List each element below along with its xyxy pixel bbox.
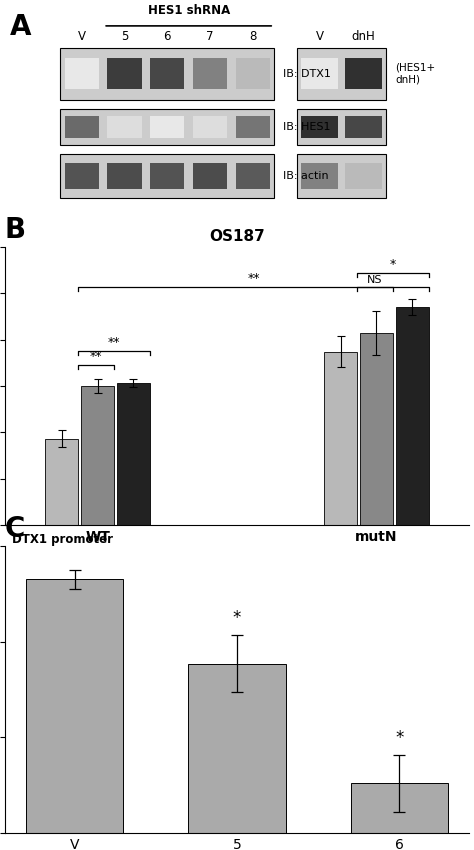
- Bar: [324, 352, 357, 525]
- Bar: [236, 116, 270, 138]
- Bar: [108, 58, 142, 89]
- Bar: [150, 163, 184, 189]
- Text: IB: actin: IB: actin: [283, 171, 329, 181]
- Text: 6: 6: [164, 31, 171, 43]
- Text: C: C: [5, 515, 25, 543]
- Bar: [236, 163, 270, 189]
- Bar: [297, 154, 386, 198]
- Bar: [301, 58, 338, 89]
- Bar: [193, 58, 227, 89]
- Text: B: B: [5, 216, 26, 244]
- Bar: [108, 163, 142, 189]
- Bar: [345, 163, 382, 189]
- Text: **: **: [108, 336, 120, 348]
- Text: dnH: dnH: [352, 31, 375, 43]
- Bar: [301, 163, 338, 189]
- Bar: [26, 580, 123, 833]
- Bar: [65, 116, 99, 138]
- Bar: [150, 116, 184, 138]
- Text: **: **: [90, 349, 102, 363]
- Text: V: V: [316, 31, 323, 43]
- Bar: [360, 333, 393, 525]
- Bar: [61, 109, 274, 145]
- Text: 8: 8: [249, 31, 256, 43]
- Text: *: *: [233, 609, 241, 627]
- Bar: [65, 163, 99, 189]
- Text: IB: HES1: IB: HES1: [283, 122, 331, 132]
- Text: A: A: [9, 13, 31, 41]
- Bar: [61, 48, 274, 99]
- Text: DTX1 promoter: DTX1 promoter: [12, 534, 113, 547]
- Bar: [188, 664, 286, 833]
- Bar: [351, 783, 448, 833]
- Bar: [46, 439, 78, 525]
- Text: (HES1+
dnH): (HES1+ dnH): [395, 63, 435, 84]
- Text: *: *: [390, 258, 396, 271]
- Text: IB: DTX1: IB: DTX1: [283, 69, 331, 79]
- Bar: [193, 116, 227, 138]
- Text: 7: 7: [206, 31, 214, 43]
- Bar: [297, 109, 386, 145]
- Text: HES1 shRNA: HES1 shRNA: [147, 4, 230, 17]
- Bar: [297, 48, 386, 99]
- Text: **: **: [247, 272, 260, 285]
- Bar: [61, 154, 274, 198]
- Bar: [193, 163, 227, 189]
- Bar: [396, 307, 428, 525]
- Title: OS187: OS187: [209, 230, 265, 244]
- Bar: [301, 116, 338, 138]
- Bar: [65, 58, 99, 89]
- Bar: [81, 386, 114, 525]
- Bar: [345, 116, 382, 138]
- Text: 5: 5: [121, 31, 128, 43]
- Bar: [236, 58, 270, 89]
- Text: *: *: [395, 729, 403, 747]
- Bar: [108, 116, 142, 138]
- Bar: [117, 383, 150, 525]
- Bar: [345, 58, 382, 89]
- Bar: [150, 58, 184, 89]
- Text: NS: NS: [367, 275, 383, 285]
- Text: V: V: [78, 31, 86, 43]
